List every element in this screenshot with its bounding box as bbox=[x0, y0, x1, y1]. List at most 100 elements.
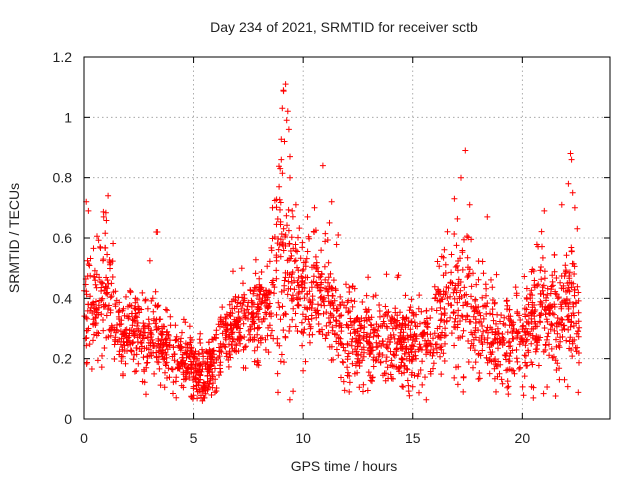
data-point bbox=[327, 270, 334, 277]
data-point bbox=[321, 263, 328, 270]
data-point bbox=[90, 337, 96, 344]
data-point bbox=[393, 348, 400, 355]
data-point bbox=[327, 302, 334, 309]
data-point bbox=[256, 296, 262, 303]
data-point bbox=[391, 363, 397, 370]
data-point bbox=[483, 285, 490, 292]
data-point bbox=[329, 293, 336, 299]
data-point bbox=[313, 259, 320, 266]
data-point bbox=[147, 334, 154, 340]
data-point bbox=[345, 308, 352, 315]
data-point bbox=[547, 326, 554, 333]
data-point bbox=[360, 388, 366, 395]
data-point bbox=[489, 306, 496, 313]
data-point bbox=[171, 351, 178, 358]
data-point bbox=[385, 336, 391, 342]
data-point bbox=[379, 322, 386, 329]
data-point bbox=[244, 303, 251, 310]
data-point bbox=[451, 342, 458, 349]
data-point bbox=[452, 264, 459, 270]
data-point bbox=[466, 201, 473, 208]
data-point bbox=[548, 345, 555, 352]
data-point bbox=[399, 356, 406, 363]
data-point bbox=[325, 329, 332, 336]
data-point bbox=[460, 302, 467, 309]
data-point bbox=[538, 276, 545, 283]
data-point bbox=[340, 378, 347, 385]
data-point bbox=[543, 316, 550, 323]
data-point bbox=[94, 233, 100, 240]
data-point bbox=[406, 392, 413, 399]
data-point bbox=[441, 332, 448, 339]
data-point bbox=[160, 323, 167, 330]
data-point bbox=[343, 304, 350, 311]
data-point bbox=[181, 361, 188, 368]
data-point bbox=[569, 353, 576, 360]
data-point bbox=[402, 321, 409, 328]
data-point bbox=[361, 324, 368, 331]
data-point bbox=[441, 246, 448, 253]
data-point bbox=[197, 361, 204, 368]
data-point bbox=[306, 297, 313, 303]
data-point bbox=[107, 309, 114, 316]
data-point bbox=[408, 318, 415, 325]
data-point bbox=[282, 333, 289, 340]
data-point bbox=[564, 383, 571, 390]
data-point bbox=[338, 324, 345, 331]
data-point bbox=[405, 388, 412, 395]
data-point bbox=[300, 330, 307, 336]
data-point bbox=[117, 328, 124, 335]
data-point bbox=[562, 262, 569, 269]
data-point bbox=[340, 359, 347, 366]
data-point bbox=[226, 348, 233, 355]
data-point bbox=[310, 273, 317, 280]
data-point bbox=[250, 290, 257, 297]
data-point bbox=[273, 311, 280, 318]
data-point bbox=[516, 341, 523, 348]
data-point bbox=[558, 305, 565, 312]
data-point bbox=[87, 293, 94, 300]
data-point bbox=[497, 318, 503, 325]
data-point bbox=[167, 322, 174, 329]
data-point bbox=[117, 341, 124, 348]
data-point bbox=[571, 271, 578, 277]
data-point bbox=[551, 268, 558, 275]
data-point bbox=[265, 349, 272, 356]
data-point bbox=[542, 347, 549, 353]
data-point bbox=[281, 277, 288, 284]
data-point bbox=[269, 235, 276, 242]
data-point bbox=[472, 359, 479, 366]
data-point bbox=[285, 126, 292, 133]
data-point bbox=[328, 198, 335, 205]
data-point bbox=[277, 316, 284, 323]
data-point bbox=[431, 330, 438, 337]
data-point bbox=[413, 311, 420, 318]
data-point bbox=[574, 344, 581, 351]
data-point bbox=[302, 259, 309, 266]
data-point bbox=[128, 302, 135, 309]
data-point bbox=[389, 325, 396, 332]
data-point bbox=[454, 381, 461, 388]
data-point bbox=[571, 204, 578, 211]
data-point bbox=[553, 336, 559, 343]
data-point bbox=[126, 327, 133, 334]
data-point bbox=[289, 292, 296, 299]
data-point bbox=[221, 343, 228, 350]
data-point bbox=[275, 389, 281, 396]
data-point bbox=[406, 307, 413, 314]
data-point bbox=[287, 255, 294, 262]
data-point bbox=[376, 302, 383, 308]
data-point bbox=[123, 326, 130, 333]
data-point bbox=[537, 290, 544, 297]
data-point bbox=[216, 344, 222, 351]
data-point bbox=[242, 343, 249, 350]
data-point bbox=[155, 359, 162, 366]
data-point bbox=[372, 327, 379, 334]
data-point bbox=[114, 322, 120, 328]
data-point bbox=[563, 252, 570, 259]
data-point bbox=[156, 365, 163, 372]
data-point bbox=[552, 288, 559, 295]
data-point bbox=[232, 322, 239, 329]
data-point bbox=[325, 259, 332, 266]
data-point bbox=[388, 357, 395, 364]
